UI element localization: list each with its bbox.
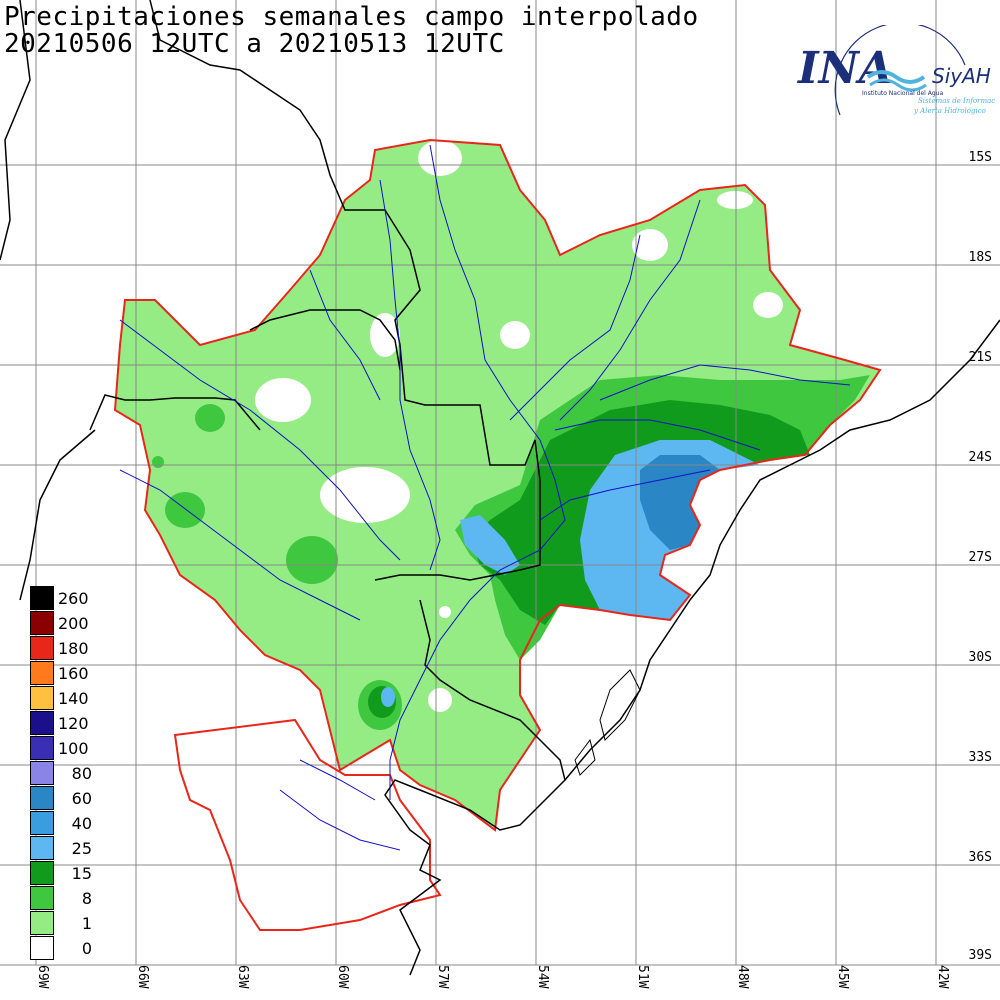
- precip-40mm: [640, 455, 720, 550]
- wave-icon-2: [869, 78, 927, 92]
- map-title: Precipitaciones semanales campo interpol…: [4, 2, 699, 32]
- lon-label: 48W: [735, 965, 750, 989]
- map-period: 20210506 12UTC a 20210513 12UTC: [4, 29, 505, 59]
- legend-label: 0: [81, 939, 92, 958]
- lon-label: 63W: [235, 965, 250, 989]
- legend-swatch: [30, 611, 54, 635]
- legend-swatch: [30, 936, 54, 960]
- lon-label: 54W: [535, 965, 550, 989]
- lat-label: 30S: [968, 650, 992, 665]
- legend-label: 160: [58, 664, 89, 683]
- legend-label: 15: [71, 864, 92, 883]
- lon-label: 66W: [135, 965, 150, 989]
- legend-swatch: [30, 586, 54, 610]
- legend-label: 80: [71, 764, 92, 783]
- logo-arc: [834, 25, 966, 116]
- legend-swatch: [30, 886, 54, 910]
- legend-label: 60: [71, 789, 92, 808]
- lon-label: 69W: [35, 965, 50, 989]
- basin-fill-1mm: [115, 140, 880, 830]
- legend-swatch: [30, 836, 54, 860]
- legend-swatch: [30, 761, 54, 785]
- country-borders: [0, 0, 1000, 976]
- wave-icon: [866, 70, 926, 84]
- logo-tagline1: Sistemas de Información: [918, 97, 995, 105]
- lat-label: 18S: [968, 250, 992, 265]
- legend-swatch: [30, 811, 54, 835]
- legend-swatch: [30, 711, 54, 735]
- logo-brand: SiyAH: [932, 64, 991, 88]
- ina-siyah-logo: INA Instituto Nacional del Agua SiyAH Si…: [796, 25, 995, 116]
- legend-label: 260: [58, 589, 89, 608]
- legend-swatch: [30, 911, 54, 935]
- rivers: [119, 144, 851, 851]
- basin-outline-south: [173, 718, 442, 931]
- dry-areas: [255, 140, 783, 712]
- lat-label: 39S: [968, 948, 992, 963]
- legend-label: 200: [58, 614, 89, 633]
- lon-label: 60W: [335, 965, 350, 989]
- legend-swatch: [30, 861, 54, 885]
- lon-label: 42W: [935, 965, 950, 989]
- lon-label: 51W: [635, 965, 650, 989]
- legend-swatch: [30, 786, 54, 810]
- legend-label: 40: [71, 814, 92, 833]
- legend-swatch: [30, 636, 54, 660]
- legend-swatch: [30, 661, 54, 685]
- legend-label: 1: [81, 914, 92, 933]
- lat-label: 15S: [968, 150, 992, 165]
- lon-label: 57W: [435, 965, 450, 989]
- legend-label: 8: [81, 889, 92, 908]
- logo-subtitle: Instituto Nacional del Agua: [862, 90, 943, 97]
- legend-label: 100: [58, 739, 89, 758]
- lat-label: 36S: [968, 850, 992, 865]
- legend-label: 120: [58, 714, 89, 733]
- legend-swatch: [30, 686, 54, 710]
- lat-label: 27S: [968, 550, 992, 565]
- logo-tagline2: y Alerta Hidrológico: [913, 107, 986, 115]
- lat-label: 21S: [968, 350, 992, 365]
- lat-label: 33S: [968, 750, 992, 765]
- legend-swatch: [30, 736, 54, 760]
- legend-label: 140: [58, 689, 89, 708]
- basin-outline: [113, 138, 882, 832]
- lagoons: [574, 669, 641, 776]
- lon-label: 45W: [835, 965, 850, 989]
- legend-label: 25: [71, 839, 92, 858]
- lat-label: 24S: [968, 450, 992, 465]
- dry-south: [175, 720, 430, 930]
- legend-label: 180: [58, 639, 89, 658]
- logo-acronym: INA: [796, 43, 893, 94]
